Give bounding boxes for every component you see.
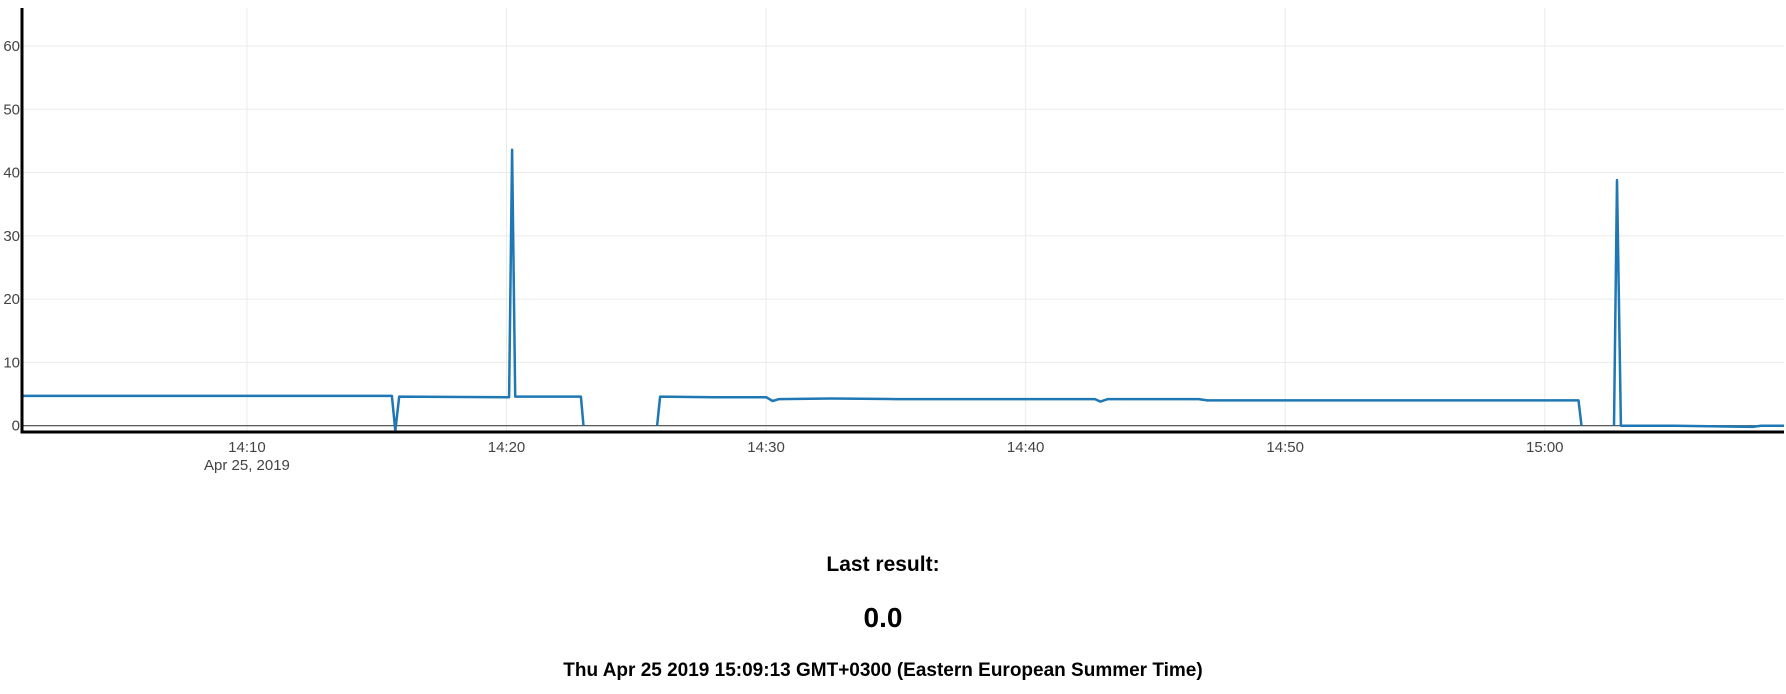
y-gridlines <box>22 45 1784 363</box>
y-tick-label: 60 <box>3 38 20 55</box>
series-layer <box>22 148 1784 432</box>
y-tick-label: 30 <box>3 228 20 245</box>
x-gridlines <box>246 8 1546 432</box>
x-tick-label: 15:00 <box>1526 439 1564 456</box>
y-tick-label: 50 <box>3 101 20 118</box>
last-result-timestamp: Thu Apr 25 2019 15:09:13 GMT+0300 (Easte… <box>563 660 1203 681</box>
x-tick-label: 14:40 <box>1007 439 1045 456</box>
series-line <box>1612 178 1784 429</box>
x-tick-label: 14:10 <box>228 439 266 456</box>
y-tick-labels: 0 10 20 30 40 50 60 <box>3 38 20 435</box>
y-tick-label: 40 <box>3 165 20 182</box>
x-tick-sublabel: Apr 25, 2019 <box>204 457 290 474</box>
x-tick-label: 14:20 <box>488 439 526 456</box>
series-line <box>22 148 585 432</box>
x-tick-label: 14:50 <box>1266 439 1304 456</box>
y-tick-label: 20 <box>3 291 20 308</box>
series-line <box>655 395 1583 426</box>
last-result-heading: Last result: <box>826 553 940 576</box>
y-tick-label: 0 <box>12 418 20 435</box>
x-tick-label: 14:30 <box>747 439 785 456</box>
last-result-value: 0.0 <box>863 602 903 633</box>
y-tick-label: 10 <box>3 354 20 371</box>
